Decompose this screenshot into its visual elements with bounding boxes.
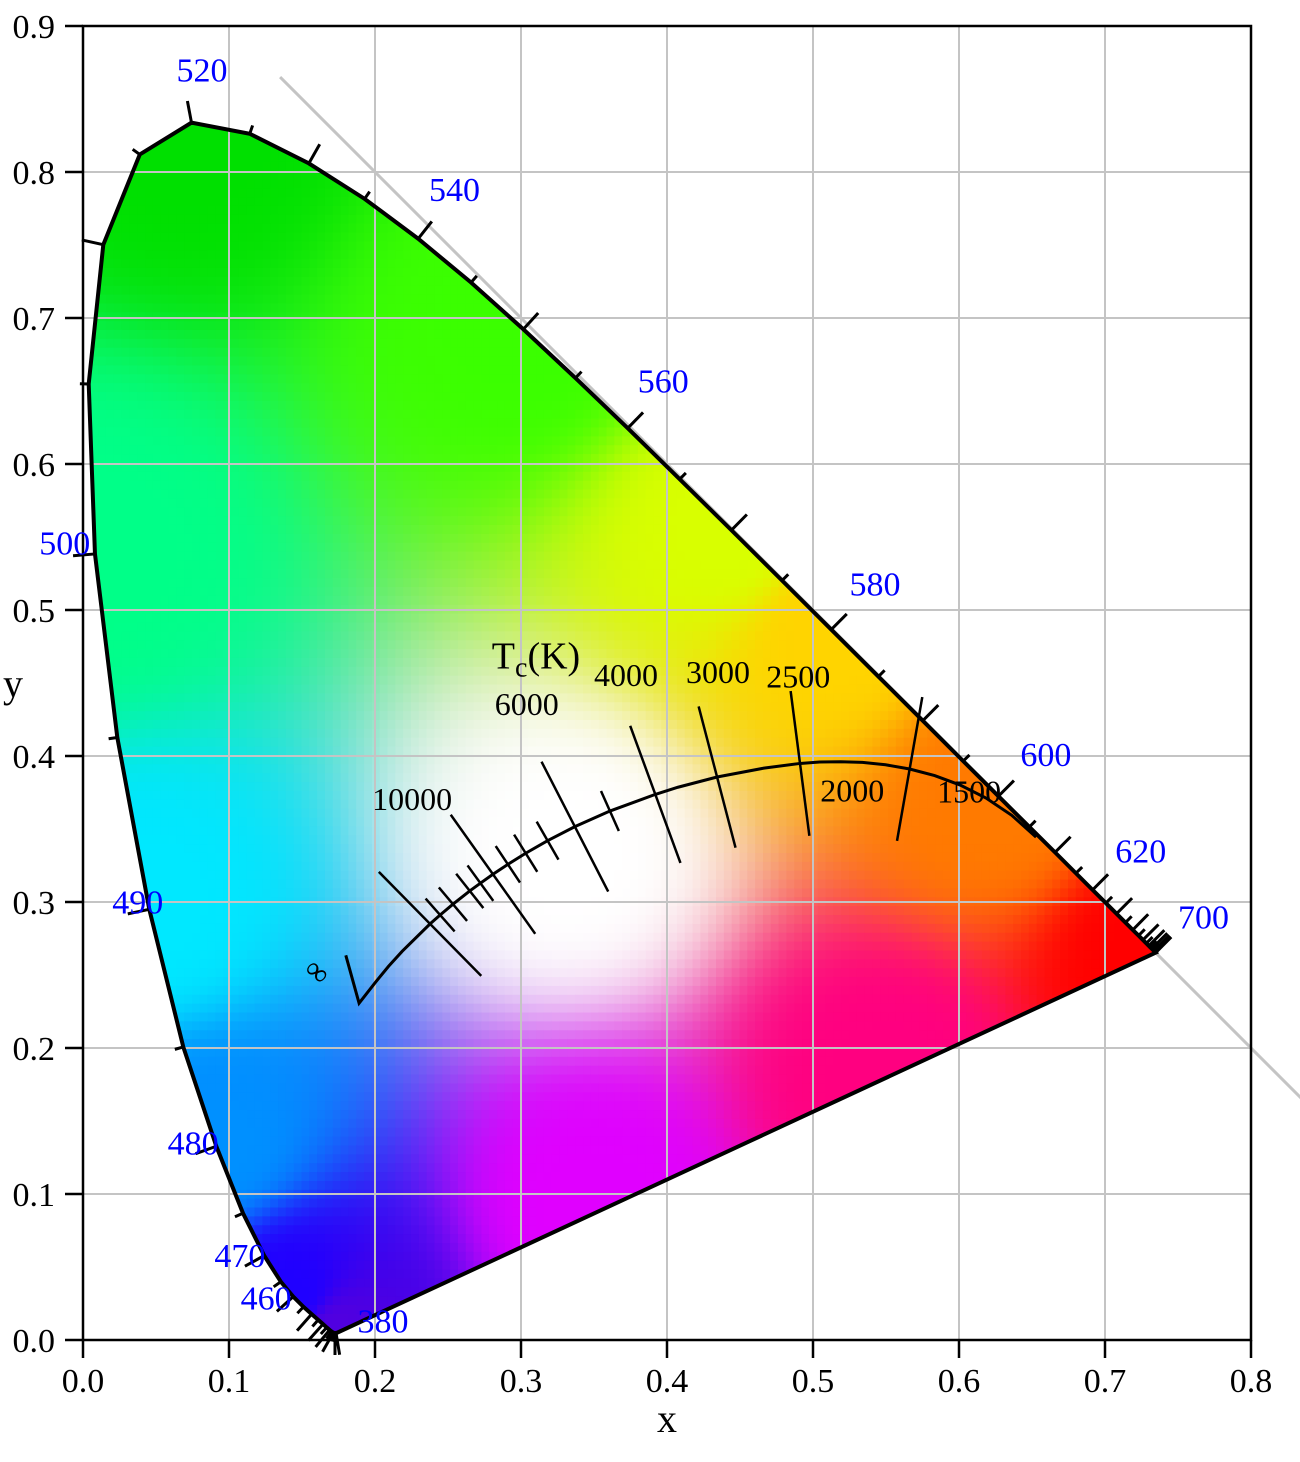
xtick-label: 0.7 bbox=[1084, 1363, 1127, 1400]
ytick-label: 0.2 bbox=[13, 1031, 56, 1068]
ytick-label: 0.1 bbox=[13, 1177, 56, 1214]
ytick-label: 0.5 bbox=[13, 593, 56, 630]
xtick-label: 0.6 bbox=[938, 1363, 981, 1400]
isotherm-label: 2500 bbox=[766, 658, 830, 694]
wavelength-label: 480 bbox=[168, 1126, 219, 1163]
ytick-label: 0.0 bbox=[13, 1323, 56, 1360]
xtick-label: 0.4 bbox=[646, 1363, 689, 1400]
ytick-label: 0.3 bbox=[13, 885, 56, 922]
wavelength-label: 560 bbox=[638, 363, 689, 400]
xtick-label: 0.0 bbox=[62, 1363, 105, 1400]
isotherm-label: 6000 bbox=[495, 686, 559, 722]
isotherm-label: 10000 bbox=[372, 781, 452, 817]
wavelength-label: 620 bbox=[1115, 834, 1166, 871]
wavelength-label: 600 bbox=[1020, 737, 1071, 774]
wavelength-label: 490 bbox=[112, 885, 163, 922]
isotherm-label: 2000 bbox=[820, 772, 884, 808]
xlabel: x bbox=[657, 1396, 677, 1441]
planckian-title: Tc(K) bbox=[492, 635, 580, 683]
isotherm-label: 3000 bbox=[686, 654, 750, 690]
xtick-label: 0.5 bbox=[792, 1363, 835, 1400]
isotherm-label: 4000 bbox=[594, 657, 658, 693]
wavelength-label: 580 bbox=[850, 566, 901, 603]
wavelength-label: 500 bbox=[39, 526, 90, 563]
ylabel: y bbox=[3, 661, 23, 706]
xtick-label: 0.3 bbox=[500, 1363, 543, 1400]
ytick-label: 0.9 bbox=[13, 9, 56, 46]
wavelength-label: 520 bbox=[176, 52, 227, 89]
ytick-label: 0.4 bbox=[13, 739, 56, 776]
ytick-label: 0.6 bbox=[13, 447, 56, 484]
wavelength-label: 460 bbox=[241, 1280, 292, 1317]
wavelength-label: 470 bbox=[214, 1238, 265, 1275]
wavelength-label: 700 bbox=[1178, 899, 1229, 936]
xtick-label: 0.2 bbox=[354, 1363, 397, 1400]
xtick-label: 0.8 bbox=[1230, 1363, 1273, 1400]
xtick-label: 0.1 bbox=[208, 1363, 251, 1400]
wavelength-label: 380 bbox=[357, 1304, 408, 1341]
wavelength-label: 540 bbox=[429, 172, 480, 209]
isotherm-label: 1500 bbox=[937, 774, 1001, 810]
ytick-label: 0.8 bbox=[13, 155, 56, 192]
chromaticity-fill bbox=[83, 99, 1179, 1341]
ytick-label: 0.7 bbox=[13, 301, 56, 338]
